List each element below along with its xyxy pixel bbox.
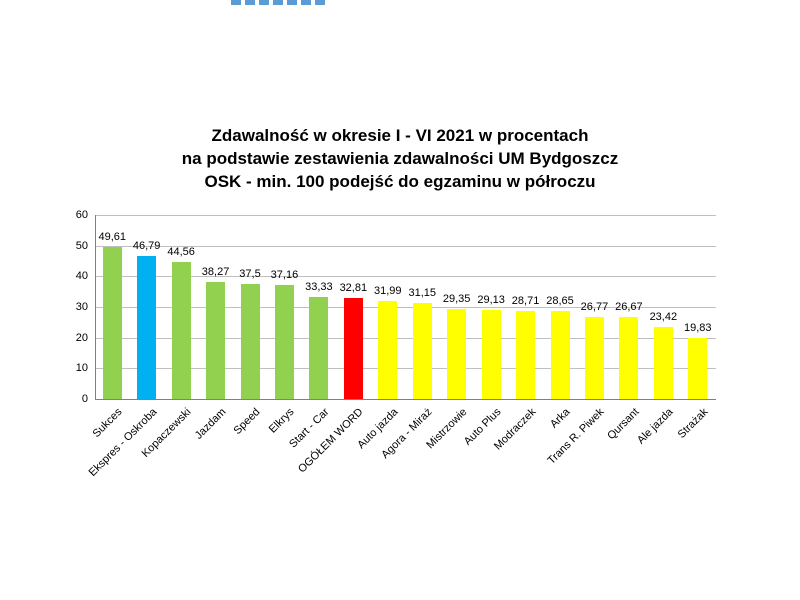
bar-value-label: 29,13	[477, 293, 505, 306]
bar-value-label: 32,81	[339, 282, 368, 295]
bar-value-label: 23,42	[649, 311, 678, 324]
bar-value-label: 28,65	[546, 295, 574, 308]
y-tick-label-50: 50	[75, 239, 88, 252]
y-tick-label-60: 60	[75, 209, 88, 221]
bar-value-label: 19,83	[684, 322, 712, 335]
bar-value-label: 46,79	[132, 239, 161, 252]
bar-Trans R. Piwek	[584, 316, 604, 399]
gridline-50	[95, 245, 716, 247]
bar-Ekspres - Oskroba	[137, 255, 157, 399]
bar-Speed	[240, 284, 260, 399]
bar-Ale jazda	[653, 327, 673, 399]
gridline-60	[95, 215, 716, 216]
top-dashed-line-decoration	[231, 0, 328, 5]
bar-value-label: 31,99	[374, 284, 402, 297]
bar-value-label: 38,27	[201, 265, 230, 278]
bar-Start - Car	[309, 296, 329, 399]
bar-value-label: 26,77	[580, 300, 609, 313]
gridline-30	[95, 307, 716, 308]
gridline-40	[95, 276, 716, 278]
bar-value-label: 44,56	[167, 246, 195, 259]
bar-value-label: 37,16	[270, 269, 299, 282]
bar-value-label: 31,15	[408, 287, 436, 300]
bar-value-label: 26,67	[615, 301, 643, 314]
bar-Kopaczewski	[171, 262, 191, 399]
chart-title: Zdawalność w okresie I - VI 2021 w proce…	[0, 124, 800, 193]
y-tick-label-0: 0	[81, 393, 88, 405]
bar-Auto Plus	[481, 309, 501, 399]
bar-Agora - Miraż	[412, 303, 432, 399]
chart-title-line-3: OSK - min. 100 podejść do egzaminu w pół…	[204, 172, 596, 191]
bar-value-label: 28,71	[511, 294, 540, 307]
bar-Qursant	[619, 317, 639, 399]
bar-Auto jazda	[378, 300, 398, 399]
x-axis-line	[95, 399, 716, 400]
chart-title-line-1: Zdawalność w okresie I - VI 2021 w proce…	[211, 126, 589, 145]
bar-Sukces	[102, 246, 122, 399]
bar-OGÓŁEM WORD	[343, 298, 363, 399]
bar-Jazdam	[206, 281, 226, 399]
plot-area	[95, 215, 715, 399]
bar-value-label: 29,35	[442, 292, 471, 305]
bar-value-label: 33,33	[305, 280, 333, 293]
bar-value-label: 37,5	[239, 268, 261, 280]
y-tick-label-30: 30	[75, 301, 88, 313]
bar-Mistrzowie	[447, 309, 467, 399]
y-tick-label-10: 10	[75, 362, 88, 375]
bar-Strażak	[688, 338, 708, 399]
bar-Modraczek	[516, 310, 536, 399]
bar-Elkrys	[274, 285, 294, 399]
y-tick-label-20: 20	[75, 331, 88, 344]
y-axis-line	[95, 215, 96, 400]
gridline-10	[95, 368, 716, 370]
bar-Arka	[550, 311, 570, 399]
bar-value-label: 49,61	[98, 230, 126, 243]
chart-title-line-2: na podstawie zestawienia zdawalności UM …	[181, 149, 619, 168]
y-tick-label-40: 40	[75, 270, 88, 283]
gridline-20	[95, 337, 716, 339]
